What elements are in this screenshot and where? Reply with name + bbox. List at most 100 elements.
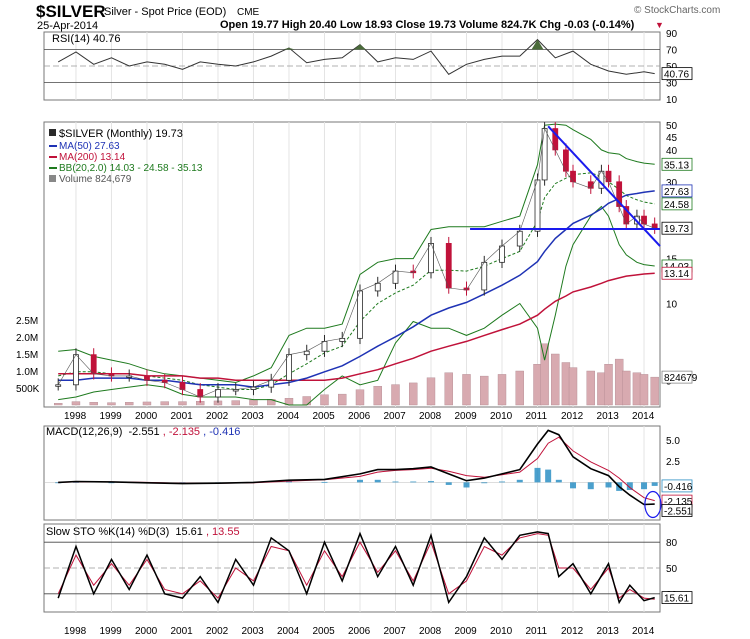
macd-histogram-bar — [463, 482, 470, 488]
macd-histogram-bar — [356, 479, 363, 483]
macd-histogram-bar — [108, 482, 115, 484]
price-candle-body — [215, 389, 221, 398]
volume-bar — [561, 362, 571, 406]
rsi-overbought-fill — [282, 47, 295, 50]
volume-legend: Volume 824,679 — [59, 174, 132, 185]
price-tick-label: 40 — [666, 146, 678, 157]
volume-bar — [551, 353, 560, 406]
rsi-legend: RSI(14) 40.76 — [52, 33, 120, 45]
price-legend-swatch — [49, 129, 56, 136]
volume-bar — [497, 374, 507, 406]
macd-hist-tag-box — [661, 479, 693, 493]
x-tick-label: 2013 — [597, 626, 620, 637]
macd-legend-hist: , -0.416 — [203, 426, 240, 438]
x-tick-label: 2005 — [312, 411, 335, 422]
macd-histogram-bar — [55, 482, 62, 484]
panel-border-1 — [43, 121, 661, 408]
price-candle-body — [605, 170, 612, 183]
volume-tick-label: 1.5M — [16, 350, 38, 361]
volume-bar — [639, 374, 649, 406]
volume-bar — [614, 358, 624, 406]
rsi-overbought-fill — [531, 39, 544, 50]
volume-bar — [632, 372, 642, 406]
price-candle-body — [499, 245, 505, 263]
rsi-tick-label: 30 — [666, 79, 678, 90]
x-tick-label: 1999 — [99, 626, 122, 637]
volume-bar — [249, 399, 258, 406]
x-tick-label: 2003 — [241, 626, 264, 637]
x-tick-label: 1998 — [64, 411, 87, 422]
x-tick-label: 2011 — [526, 626, 548, 637]
price-tick-label: 10 — [666, 299, 678, 310]
macd-highlight-circle — [644, 490, 662, 519]
volume-tag-box — [661, 370, 693, 384]
macd-signal-tag: -2.135 — [664, 497, 693, 508]
quote-date: 25-Apr-2014 — [37, 20, 98, 32]
volume-tick-label: 500K — [16, 384, 40, 395]
sto-legend: Slow STO %K(14) %D(3) 15.61 , 13.55 — [46, 526, 240, 538]
volume-bar — [107, 402, 116, 406]
ma200-tag: 13.14 — [664, 269, 689, 280]
price-candle-body — [197, 389, 204, 398]
macd-value-tag-box — [661, 504, 693, 517]
volume-bar — [568, 367, 578, 406]
down-arrow-icon: ▼ — [655, 20, 664, 30]
ohlc-summary: Open 19.77 High 20.40 Low 18.93 Close 19… — [220, 19, 635, 31]
price-legend: $SILVER (Monthly) 19.73 MA(50) 27.63 MA(… — [49, 128, 203, 185]
x-tick-label: 2004 — [277, 411, 300, 422]
volume-bar — [302, 396, 311, 406]
macd-histogram-bar — [321, 481, 328, 483]
exchange: CME — [237, 7, 260, 18]
volume-bar — [373, 386, 382, 406]
close-tag-box — [661, 221, 693, 235]
sto-legend-label: Slow STO %K(14) %D(3) — [46, 526, 169, 538]
price-close-line — [57, 127, 655, 398]
volume-bar — [426, 377, 436, 406]
macd-panel: MACD(12,26,9) -2.551 , -2.135 , -0.416 — [44, 426, 662, 519]
volume-bar — [142, 401, 152, 406]
instrument-name: Silver - Spot Price (EOD) — [104, 6, 226, 18]
price-candle-body — [641, 215, 647, 225]
macd-histogram-bar — [605, 482, 612, 488]
volume-bar — [444, 372, 453, 406]
symbol: $SILVER — [36, 2, 106, 21]
rsi-value-tag-box — [661, 67, 693, 81]
sto-d-line — [57, 533, 655, 600]
macd-legend-macd: -2.551 — [128, 426, 159, 438]
rsi-line — [57, 38, 655, 75]
x-axis-labels: 1998 1998 1999 1999 2000 2000 2001 2001 2002 2002… — [64, 411, 655, 637]
sto-legend-d: , 13.55 — [206, 526, 240, 538]
macd-histogram-bar — [427, 481, 434, 483]
macd-legend-label: MACD(12,26,9) — [46, 426, 122, 438]
x-tick-label: 2005 — [312, 626, 335, 637]
rsi-panel: RSI(14) 40.76 — [44, 33, 660, 83]
x-tick-label: 2009 — [455, 411, 478, 422]
ma200-tag-box — [661, 266, 693, 280]
x-tick-label: 2004 — [277, 626, 300, 637]
x-tick-label: 2012 — [561, 626, 584, 637]
volume-tick-label: 2.0M — [16, 333, 38, 344]
macd-histogram-bar — [570, 482, 577, 489]
macd-histogram-bar — [285, 481, 292, 483]
rsi-tick-label: 90 — [666, 29, 678, 40]
price-candle-body — [179, 382, 186, 390]
volume-bar — [391, 384, 400, 406]
macd-hist-tag: -0.416 — [664, 482, 693, 493]
x-tick-label: 2012 — [561, 411, 584, 422]
y-axis-labels: 907050301050454035302520151052.5M2.0M1.5… — [16, 29, 680, 601]
price-tick-label: 50 — [666, 121, 678, 132]
macd-histogram-bar — [392, 481, 399, 483]
volume-legend-swatch — [49, 175, 56, 182]
sto-tick-label: 50 — [666, 564, 678, 575]
volume-bar — [540, 343, 549, 406]
price-candle-body — [445, 243, 452, 289]
downtrend-line — [547, 125, 661, 247]
price-candle-body — [268, 379, 275, 388]
x-tick-label: 2001 — [170, 626, 193, 637]
bb-upper-tag: 35.13 — [664, 160, 689, 171]
price-candle-body — [392, 270, 399, 284]
x-tick-label: 2008 — [419, 411, 442, 422]
price-candle-body — [516, 230, 523, 247]
x-tick-label: 2000 — [135, 626, 158, 637]
x-tick-label: 2014 — [632, 411, 655, 422]
